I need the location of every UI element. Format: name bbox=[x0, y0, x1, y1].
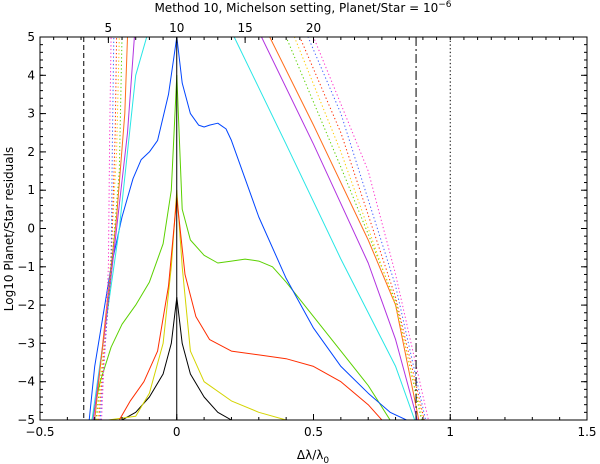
y-tick-label: 1 bbox=[27, 183, 35, 197]
y-tick-label: −5 bbox=[17, 413, 35, 427]
series-line-3 bbox=[118, 197, 383, 420]
series-line-12 bbox=[99, 37, 427, 420]
series-line-4 bbox=[91, 74, 391, 420]
y-tick-label: −4 bbox=[17, 375, 35, 389]
series-line-2 bbox=[108, 189, 287, 420]
x-axis-title: Δλ/λ0 bbox=[297, 448, 329, 464]
y-tick-label: 0 bbox=[27, 222, 35, 236]
x-axis-title-subscript: 0 bbox=[323, 456, 329, 464]
y-tick-label: −2 bbox=[17, 298, 35, 312]
x-tick-label: 0 bbox=[173, 425, 181, 439]
series-line-5 bbox=[88, 37, 407, 420]
series-line-7 bbox=[92, 37, 418, 420]
x-tick-label: −0.5 bbox=[25, 425, 54, 439]
top-tick-label: 20 bbox=[306, 21, 321, 35]
plot-frame bbox=[39, 36, 588, 421]
reference-lines bbox=[83, 37, 451, 420]
top-axis: 5 10 15 20 bbox=[53, 21, 588, 43]
y-axis-title: Log10 Planet/Star residuals bbox=[2, 147, 16, 311]
x-tick-label: 1.5 bbox=[577, 425, 596, 439]
top-tick-label: 15 bbox=[237, 21, 252, 35]
series-line-6 bbox=[91, 37, 416, 420]
x-tick-label: 1 bbox=[446, 425, 454, 439]
y-tick-label: 3 bbox=[27, 107, 35, 121]
y-axis: −5 −4 −3 −2 −1 0 1 2 3 4 5 bbox=[17, 30, 587, 427]
y-tick-label: −1 bbox=[17, 260, 35, 274]
y-tick-label: 5 bbox=[27, 30, 35, 44]
series-layer bbox=[88, 37, 429, 420]
series-line-13 bbox=[101, 37, 429, 420]
y-tick-label: −3 bbox=[17, 336, 35, 350]
x-axis-title-text: Δλ/λ bbox=[297, 448, 323, 462]
y-tick-label: 4 bbox=[27, 68, 35, 82]
series-line-1 bbox=[89, 296, 246, 420]
x-tick-label: 0.5 bbox=[304, 425, 323, 439]
top-tick-label: 5 bbox=[105, 21, 113, 35]
chart-title-text: Method 10, Michelson setting, Planet/Sta… bbox=[154, 1, 438, 15]
top-tick-label: 10 bbox=[169, 21, 184, 35]
chart-title: Method 10, Michelson setting, Planet/Sta… bbox=[154, 0, 451, 15]
x-axis: −0.5 0 0.5 1 1.5 bbox=[25, 414, 597, 439]
chart-title-exponent: −6 bbox=[438, 0, 452, 10]
series-line-10 bbox=[96, 37, 424, 420]
series-line-9 bbox=[95, 37, 422, 420]
series-line-8 bbox=[94, 37, 420, 420]
y-tick-label: 2 bbox=[27, 145, 35, 159]
